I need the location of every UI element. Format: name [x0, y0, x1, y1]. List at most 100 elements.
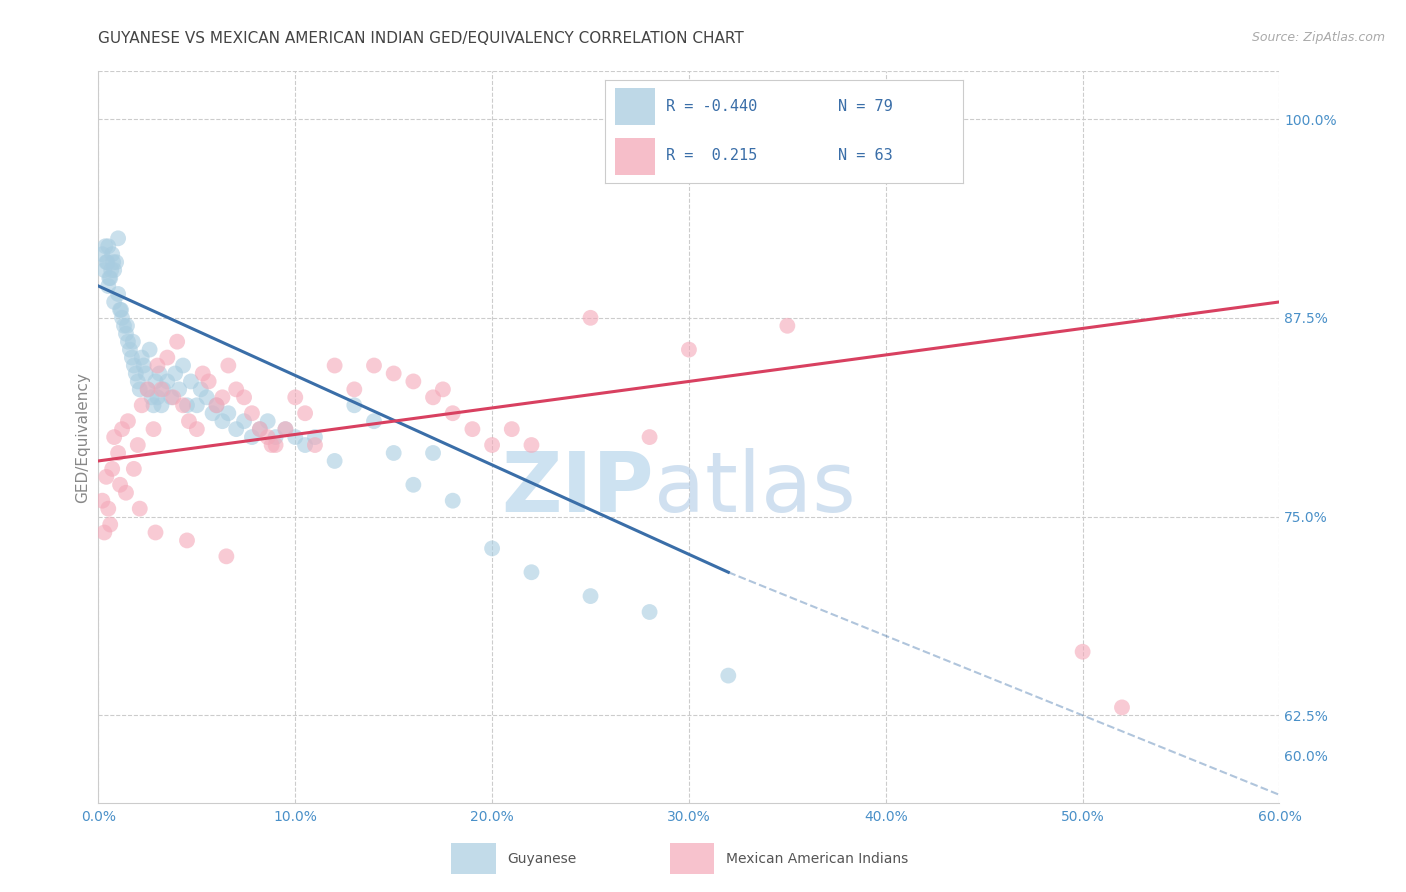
Point — [343, 398, 366, 412]
Bar — [616, 88, 655, 126]
Point — [105, 255, 128, 269]
Point — [240, 406, 263, 420]
Text: N = 63: N = 63 — [838, 148, 893, 163]
Point — [481, 438, 503, 452]
Bar — [669, 843, 714, 874]
Point — [160, 390, 183, 404]
Point — [148, 367, 170, 381]
Point — [441, 406, 464, 420]
Point — [284, 430, 307, 444]
Y-axis label: GED/Equivalency: GED/Equivalency — [75, 372, 90, 502]
Point — [150, 383, 173, 397]
Point — [98, 517, 121, 532]
Point — [249, 422, 271, 436]
Point — [422, 390, 444, 404]
Point — [249, 422, 271, 436]
Point — [256, 414, 278, 428]
Point — [128, 501, 150, 516]
Point — [225, 422, 247, 436]
Point — [323, 454, 346, 468]
Point — [190, 383, 212, 397]
Point — [111, 422, 134, 436]
Point — [96, 470, 118, 484]
Point — [111, 310, 134, 325]
Point — [97, 279, 120, 293]
Point — [432, 383, 454, 397]
Point — [122, 334, 145, 349]
Point — [141, 390, 163, 404]
Point — [98, 271, 121, 285]
Point — [107, 446, 129, 460]
Text: N = 79: N = 79 — [838, 99, 893, 114]
Point — [225, 383, 247, 397]
Text: atlas: atlas — [654, 448, 855, 529]
Point — [197, 375, 219, 389]
Point — [501, 422, 523, 436]
Point — [402, 477, 425, 491]
Point — [678, 343, 700, 357]
Point — [150, 398, 173, 412]
Point — [127, 375, 149, 389]
Point — [142, 422, 165, 436]
Point — [145, 375, 167, 389]
Point — [1071, 645, 1094, 659]
Text: GUYANESE VS MEXICAN AMERICAN INDIAN GED/EQUIVALENCY CORRELATION CHART: GUYANESE VS MEXICAN AMERICAN INDIAN GED/… — [98, 31, 744, 46]
Point — [93, 525, 115, 540]
Point — [118, 343, 141, 357]
Point — [166, 334, 188, 349]
Point — [274, 422, 297, 436]
Point — [205, 398, 228, 412]
Point — [135, 367, 157, 381]
Point — [1111, 700, 1133, 714]
Point — [256, 430, 278, 444]
Point — [108, 302, 131, 317]
Point — [240, 430, 263, 444]
Point — [110, 302, 132, 317]
Point — [103, 263, 125, 277]
Point — [579, 589, 602, 603]
Point — [461, 422, 484, 436]
Point — [186, 398, 208, 412]
Point — [294, 438, 316, 452]
Point — [138, 343, 160, 357]
Point — [520, 566, 543, 580]
Point — [97, 239, 120, 253]
Point — [122, 462, 145, 476]
Point — [91, 493, 114, 508]
Point — [156, 375, 179, 389]
Point — [233, 390, 256, 404]
Text: ZIP: ZIP — [501, 448, 654, 529]
Point — [156, 351, 179, 365]
Point — [274, 422, 297, 436]
Point — [101, 462, 124, 476]
Point — [422, 446, 444, 460]
Point — [638, 605, 661, 619]
Point — [136, 383, 159, 397]
Point — [115, 326, 138, 341]
Point — [107, 231, 129, 245]
Point — [363, 414, 385, 428]
Point — [201, 406, 224, 420]
Point — [211, 390, 233, 404]
Point — [94, 239, 117, 253]
Point — [131, 351, 153, 365]
Point — [115, 318, 138, 333]
Point — [217, 359, 239, 373]
Point — [136, 383, 159, 397]
Point — [108, 477, 131, 491]
Point — [264, 430, 287, 444]
Point — [215, 549, 238, 564]
Point — [382, 367, 405, 381]
Point — [284, 390, 307, 404]
Point — [520, 438, 543, 452]
Point — [96, 255, 118, 269]
Point — [117, 334, 139, 349]
Point — [191, 367, 214, 381]
Point — [91, 247, 114, 261]
Point — [217, 406, 239, 420]
Text: Source: ZipAtlas.com: Source: ZipAtlas.com — [1251, 31, 1385, 45]
Text: Mexican American Indians: Mexican American Indians — [725, 852, 908, 865]
Point — [117, 414, 139, 428]
Point — [146, 390, 169, 404]
Point — [638, 430, 661, 444]
